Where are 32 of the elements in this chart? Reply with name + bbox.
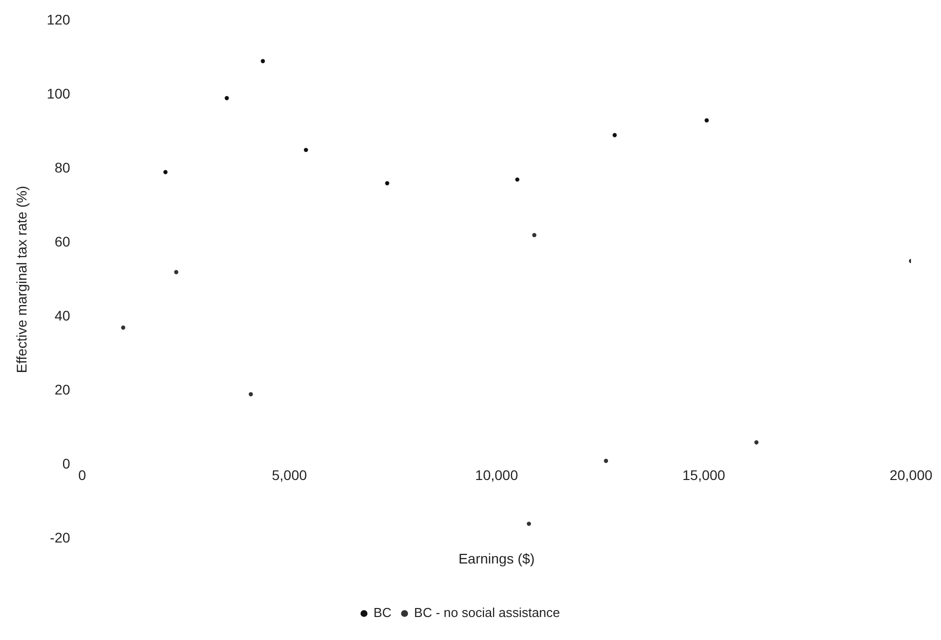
y-axis-title: Effective marginal tax rate (%) (13, 186, 30, 374)
point (304, 148, 308, 152)
x-tick-label: 5,000 (272, 466, 308, 483)
point (754, 440, 759, 444)
y-tick-label: 60 (54, 233, 70, 250)
point (704, 118, 709, 122)
point (248, 392, 253, 396)
point (532, 232, 536, 238)
point (121, 326, 126, 330)
y-tick-label: 0 (62, 455, 70, 472)
legend-label: BC (373, 605, 392, 620)
y-tick-label: 100 (46, 85, 70, 102)
x-tick-label: 20,000 (890, 466, 933, 483)
y-tick-label: 80 (54, 159, 70, 176)
point (174, 270, 178, 274)
point (515, 177, 520, 182)
point (163, 170, 168, 174)
y-tick-label: 120 (46, 11, 70, 28)
legend-label: BC - no social assistance (414, 605, 560, 620)
y-tick-label: 20 (54, 381, 70, 398)
point (260, 59, 265, 64)
x-axis-title: Earnings ($) (458, 550, 535, 566)
x-tick-label: 0 (78, 466, 86, 483)
point (385, 181, 390, 186)
point (224, 96, 229, 100)
x-tick-label: 15,000 (682, 466, 726, 483)
point (612, 133, 617, 138)
y-tick-label: -20 (50, 529, 70, 546)
y-tick-label: 40 (54, 307, 70, 324)
point (604, 458, 608, 463)
x-tick-label: 10,000 (475, 466, 518, 483)
point (526, 522, 532, 526)
